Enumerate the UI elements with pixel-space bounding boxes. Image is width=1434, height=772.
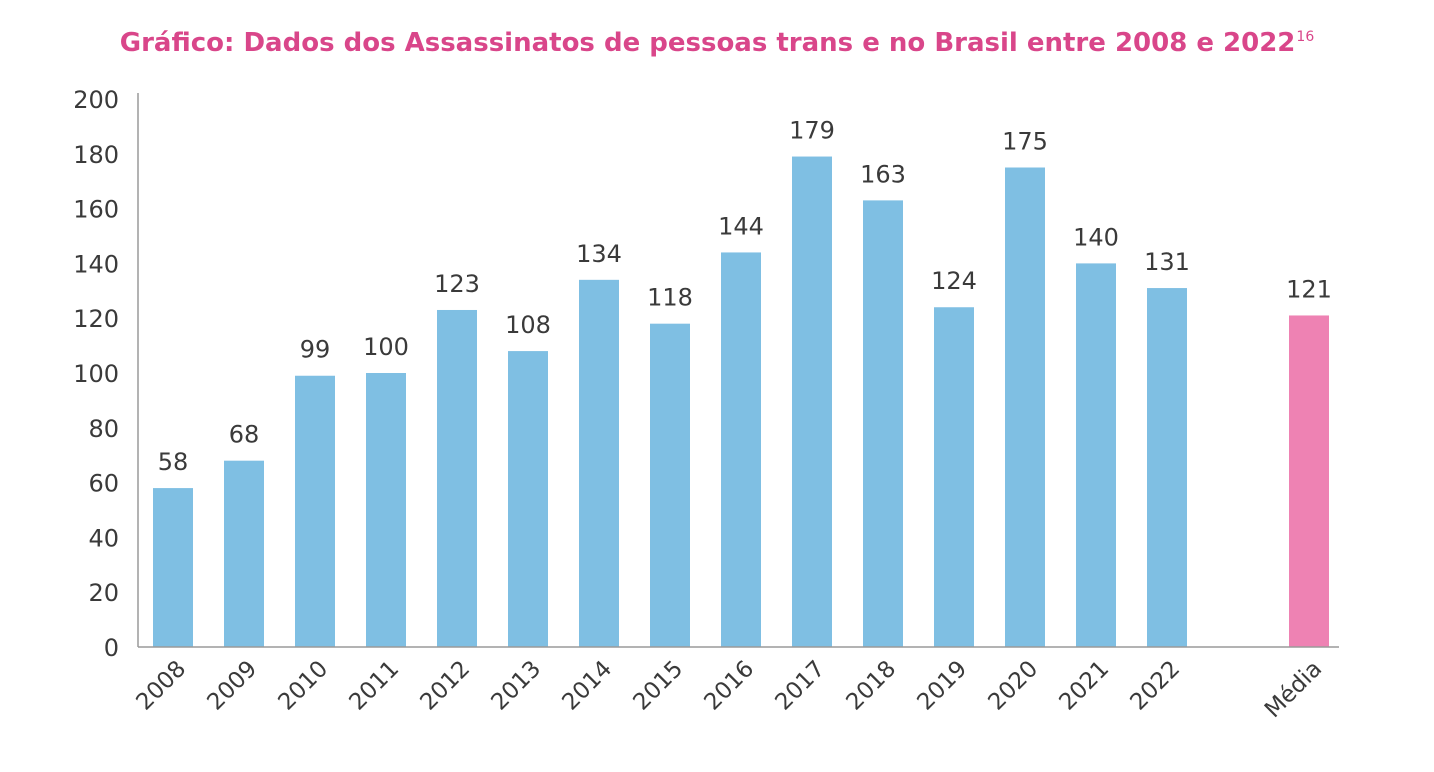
- data-label: 108: [505, 311, 551, 339]
- bar-2009: [224, 460, 264, 647]
- y-tick-label: 160: [73, 196, 119, 224]
- y-tick-label: 60: [88, 470, 119, 498]
- data-label: 123: [434, 270, 480, 298]
- y-tick-label: 20: [88, 579, 119, 607]
- x-tick-label: 2008: [131, 656, 191, 716]
- data-label: 124: [931, 267, 977, 295]
- bar-2014: [579, 279, 619, 647]
- x-tick-label: 2010: [273, 656, 333, 716]
- y-tick-label: 180: [73, 141, 119, 169]
- y-tick-label: 200: [73, 86, 119, 114]
- bar-2011: [366, 373, 406, 647]
- y-tick-label: 120: [73, 305, 119, 333]
- x-tick-label: 2019: [912, 656, 972, 716]
- bar-2020: [1005, 167, 1045, 647]
- y-tick-label: 0: [104, 634, 119, 662]
- x-tick-label: 2020: [983, 656, 1043, 716]
- bar-2008: [153, 488, 193, 647]
- x-tick-label: 2013: [486, 656, 546, 716]
- data-label: 100: [363, 333, 409, 361]
- data-label: 163: [860, 160, 906, 188]
- x-tick-label: 2016: [699, 656, 759, 716]
- data-label: 118: [647, 284, 693, 312]
- y-tick-label: 100: [73, 360, 119, 388]
- data-label: 121: [1286, 275, 1332, 303]
- x-tick-label: 2012: [415, 656, 475, 716]
- data-label: 131: [1144, 248, 1190, 276]
- x-tick-label: 2015: [628, 656, 688, 716]
- bar-2010: [295, 375, 335, 647]
- x-tick-label: 2009: [202, 656, 262, 716]
- data-label: 179: [789, 117, 835, 145]
- x-tick-label: 2017: [770, 656, 830, 716]
- y-axis-ticks: 0 20 40 60 80 100 120 140 160 180 200: [73, 86, 119, 662]
- x-tick-label: 2018: [841, 656, 901, 716]
- data-label: 68: [229, 421, 260, 449]
- y-tick-label: 140: [73, 250, 119, 278]
- x-axis-labels: 2008 2009 2010 2011 2012 2013 2014 2015 2016 2017…: [131, 656, 1327, 723]
- chart-title: Gráfico: Dados dos Assassinatos de pesso…: [0, 28, 1434, 58]
- bar-2022: [1147, 288, 1187, 647]
- data-label: 99: [300, 336, 331, 364]
- y-tick-label: 80: [88, 415, 119, 443]
- bar-2012: [437, 309, 477, 647]
- bar-2015: [650, 323, 690, 647]
- bar-2016: [721, 252, 761, 647]
- x-tick-label: Média: [1260, 656, 1327, 723]
- bar-2019: [934, 307, 974, 647]
- bars: [153, 156, 1329, 648]
- x-tick-label: 2011: [344, 656, 404, 716]
- chart-title-footnote: 16: [1296, 29, 1315, 46]
- chart-title-text: Gráfico: Dados dos Assassinatos de pesso…: [119, 28, 1296, 58]
- data-label: 140: [1073, 223, 1119, 251]
- bar-2021: [1076, 263, 1116, 647]
- bar-2013: [508, 351, 548, 647]
- x-tick-label: 2014: [557, 656, 617, 716]
- y-tick-label: 40: [88, 524, 119, 552]
- x-tick-label: 2021: [1054, 656, 1114, 716]
- data-label: 144: [718, 212, 764, 240]
- bar-media: [1289, 315, 1329, 647]
- data-labels: 58 68 99 100 123 108 134 118 144 179 163 124 175 140 1…: [158, 117, 1332, 477]
- bar-2018: [863, 200, 903, 647]
- data-label: 134: [576, 240, 622, 268]
- x-tick-label: 2022: [1125, 656, 1185, 716]
- bar-2017: [792, 156, 832, 648]
- data-label: 58: [158, 448, 189, 476]
- data-label: 175: [1002, 128, 1048, 156]
